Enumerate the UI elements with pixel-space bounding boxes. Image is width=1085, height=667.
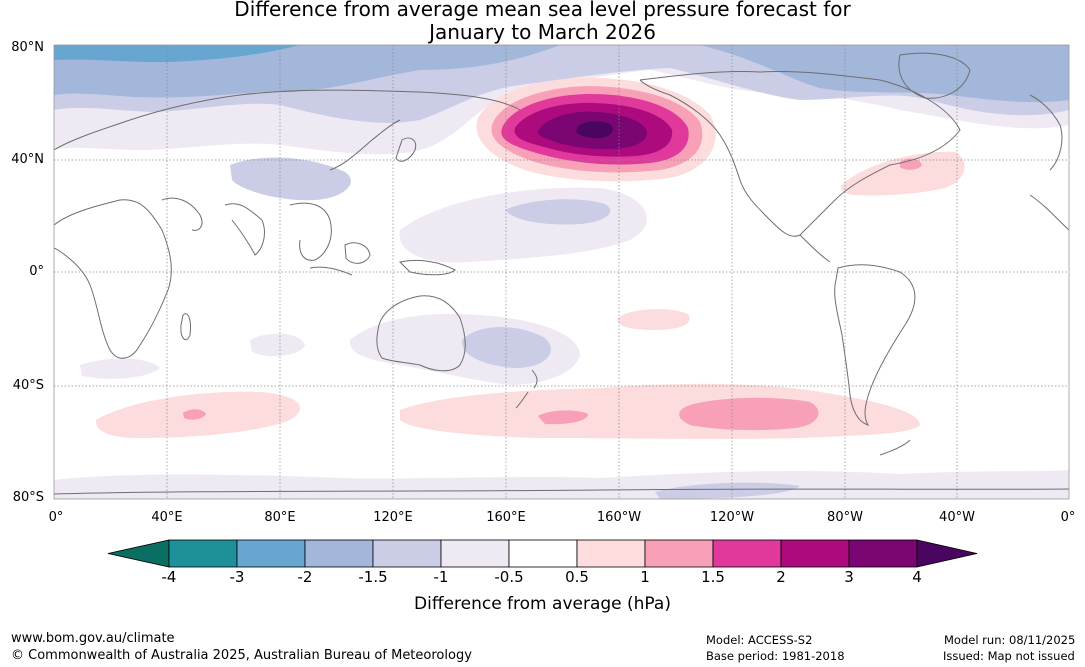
contour-southern-indian-pos-2 xyxy=(183,409,206,420)
lat-label-80n: 80°N xyxy=(11,40,44,55)
colorbar-tick-label: 4 xyxy=(912,568,922,586)
footer-website: www.bom.gov.au/climate xyxy=(11,631,175,646)
colorbar-tick-label: 1.5 xyxy=(701,568,725,586)
colorbar-tick-label: 2 xyxy=(776,568,786,586)
lon-label-40w: 40°W xyxy=(939,510,975,525)
contour-central-pacific-pos xyxy=(617,309,690,330)
colorbar-bin xyxy=(644,539,714,568)
contour-south-indian-neg xyxy=(80,358,160,379)
lat-label-0: 0° xyxy=(29,264,44,279)
contour-antarctic-neg-2 xyxy=(655,482,800,499)
contour-arctic-darker xyxy=(54,45,300,63)
colorbar-bin xyxy=(508,539,578,568)
footer-base-period: Base period: 1981-2018 xyxy=(706,649,845,663)
contour-tropical-pacific-mid xyxy=(505,199,611,225)
title-line-2: January to March 2026 xyxy=(429,20,656,44)
lon-label-160e: 160°E xyxy=(486,510,526,525)
coastlines xyxy=(54,52,1069,495)
lon-label-80w: 80°W xyxy=(827,510,863,525)
colorbar-bin xyxy=(236,539,306,568)
colorbar-bin xyxy=(304,539,374,568)
lon-label-120e: 120°E xyxy=(373,510,413,525)
lon-label-120w: 120°W xyxy=(709,510,755,525)
lon-label-40e: 40°E xyxy=(151,510,183,525)
lat-label-40n: 40°N xyxy=(11,152,44,167)
contour-arctic-dark xyxy=(54,45,1069,103)
colorbar-tick-label: 1 xyxy=(640,568,650,586)
lat-label-80s: 80°S xyxy=(12,490,44,505)
colorbar-tick-label: -2 xyxy=(297,568,313,586)
contour-southern-pacific-pos-2 xyxy=(679,397,819,431)
colorbar-tick-label: -1 xyxy=(433,568,449,586)
lon-label-0-left: 0° xyxy=(48,510,64,525)
lat-label-40s: 40°S xyxy=(12,378,44,393)
colorbar-bin xyxy=(576,539,646,568)
colorbar-tick-label: -1.5 xyxy=(358,568,388,586)
contour-npac-4 xyxy=(576,121,613,139)
lon-label-160w: 160°W xyxy=(596,510,642,525)
map-frame xyxy=(53,44,1070,500)
colorbar-bin xyxy=(780,539,850,568)
colorbar-bin xyxy=(848,539,918,568)
contour-north-atlantic-pos xyxy=(840,151,965,196)
footer-model-run: Model run: 08/11/2025 xyxy=(944,633,1076,647)
contour-southern-pacific-pos-3 xyxy=(538,410,588,425)
lon-label-0-right: 0° xyxy=(1060,510,1076,525)
contour-tasman-mid xyxy=(461,327,551,368)
colorbar-bin xyxy=(440,539,510,568)
contour-asia-low-2 xyxy=(230,157,351,201)
colorbar-tick-label: 3 xyxy=(844,568,854,586)
colorbar-tick-label: -4 xyxy=(161,568,177,586)
colorbar-bin xyxy=(712,539,782,568)
colorbar-extend-high xyxy=(916,539,978,568)
footer-issued: Issued: Map not issued xyxy=(943,649,1075,663)
colorbar-extend-low xyxy=(107,539,170,568)
contour-south-atlantic-neg xyxy=(250,333,305,357)
colorbar-label: Difference from average (hPa) xyxy=(414,594,671,614)
footer-copyright: © Commonwealth of Australia 2025, Austra… xyxy=(11,648,472,663)
colorbar-bin xyxy=(168,539,238,568)
colorbar-tick-label: -3 xyxy=(229,568,245,586)
colorbar-tick-label: 0.5 xyxy=(565,568,589,586)
colorbar-bin xyxy=(372,539,442,568)
footer-model: Model: ACCESS-S2 xyxy=(706,633,813,647)
lon-label-80e: 80°E xyxy=(264,510,296,525)
colorbar-tick-label: -0.5 xyxy=(494,568,524,586)
title-line-1: Difference from average mean sea level p… xyxy=(234,0,851,21)
graticule xyxy=(54,45,1069,499)
